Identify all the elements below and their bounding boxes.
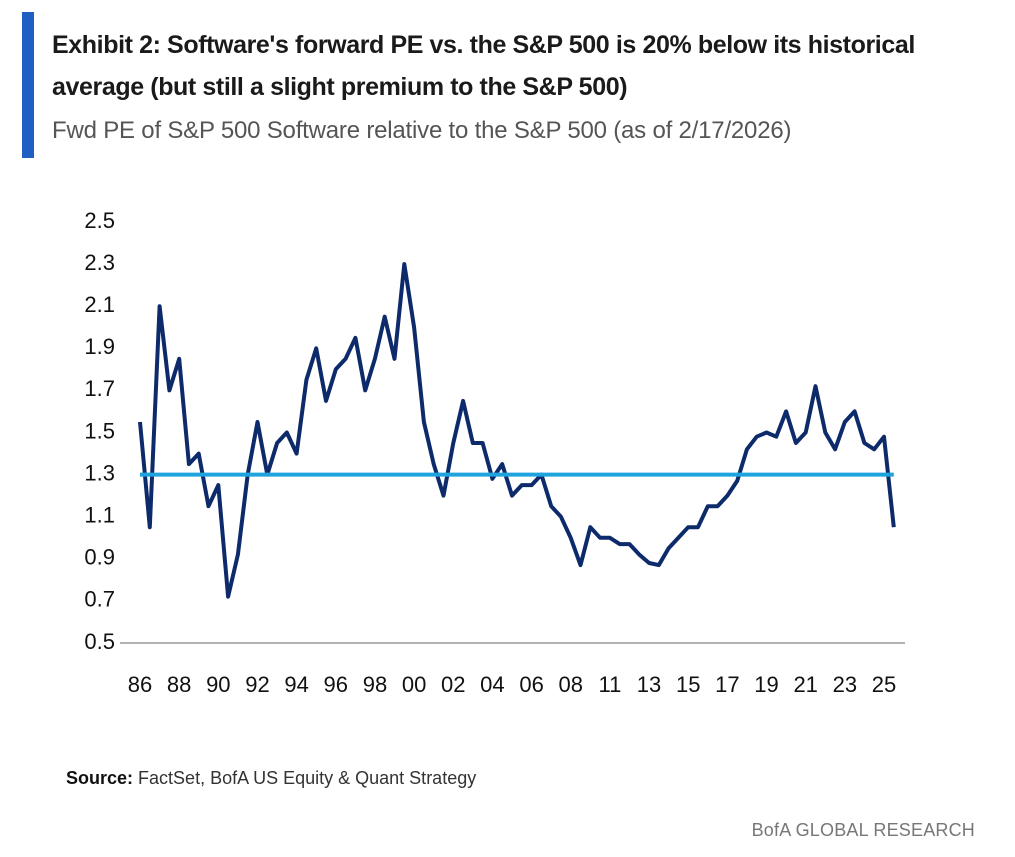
x-tick-label: 13 [637,672,661,697]
y-tick-label: 1.3 [84,460,115,485]
source-text: FactSet, BofA US Equity & Quant Strategy [138,768,477,788]
x-tick-label: 19 [754,672,778,697]
x-tick-label: 08 [558,672,582,697]
branding: BofA GLOBAL RESEARCH [751,820,975,840]
accent-bar [22,12,34,158]
x-tick-label: 15 [676,672,700,697]
y-tick-label: 2.3 [84,250,115,275]
x-tick-label: 02 [441,672,465,697]
x-tick-label: 88 [167,672,191,697]
x-tick-label: 94 [284,672,308,697]
y-tick-label: 1.5 [84,418,115,443]
x-tick-label: 98 [363,672,387,697]
x-tick-label: 06 [519,672,543,697]
y-tick-label: 1.9 [84,334,115,359]
x-tick-label: 00 [402,672,426,697]
y-tick-label: 2.5 [84,208,115,233]
x-tick-label: 86 [128,672,152,697]
y-tick-label: 0.7 [84,587,115,612]
x-tick-label: 17 [715,672,739,697]
y-tick-label: 1.1 [84,503,115,528]
x-tick-label: 21 [793,672,817,697]
source-note: Source: FactSet, BofA US Equity & Quant … [66,768,476,789]
source-label: Source: [66,768,134,788]
y-tick-label: 0.9 [84,545,115,570]
x-tick-label: 92 [245,672,269,697]
data-line [138,262,896,599]
y-tick-label: 0.5 [84,629,115,654]
y-tick-label: 2.1 [84,292,115,317]
x-tick-label: 25 [872,672,896,697]
x-tick-label: 90 [206,672,230,697]
x-tick-label: 23 [833,672,857,697]
x-tick-label: 96 [324,672,348,697]
chart-title: Exhibit 2: Software's forward PE vs. the… [52,31,915,101]
y-tick-label: 1.7 [84,376,115,401]
x-tick-label: 04 [480,672,504,697]
x-tick-label: 11 [598,672,621,697]
chart-subtitle: Fwd PE of S&P 500 Software relative to t… [52,117,792,144]
